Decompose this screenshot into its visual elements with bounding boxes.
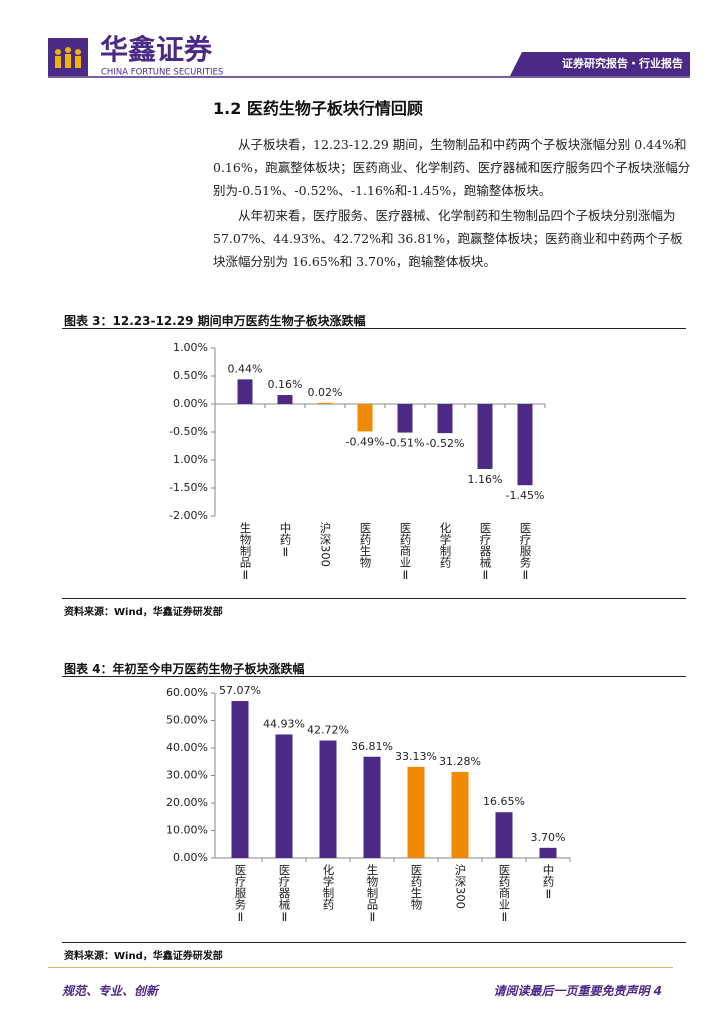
bar [539,847,557,858]
bar [319,740,337,858]
x-tick-label: 沪深300 [319,521,333,567]
section-title: 1.2 医药生物子板块行情回顾 [213,99,423,118]
company-name: 华鑫证券 [100,33,213,66]
y-tick-label: -2.00% [169,509,208,522]
bar [397,404,413,433]
x-tick-label: 生物制品Ⅱ [366,863,380,924]
report-type: 证券研究报告・行业报告 [562,56,683,70]
x-tick-label: 化学制药 [439,521,453,569]
value-label: 0.44% [228,362,263,375]
value-label: -1.45% [506,489,545,502]
value-label: 16.65% [483,795,525,808]
y-tick-label: 1.00% [173,341,208,354]
value-label: 42.72% [307,724,349,737]
y-tick-label: 10.00% [166,824,208,837]
bar [451,771,469,858]
x-tick-label: 沪深300 [454,863,468,909]
y-tick-label: -0.50% [169,425,208,438]
y-tick-label: 30.00% [166,769,208,782]
bar [231,701,249,858]
x-tick-label: 化学制药 [322,863,336,911]
y-tick-label: 0.50% [173,369,208,382]
footer-rule [48,967,673,968]
header: 华鑫证券 CHINA FORTUNE SECURITIES 证券研究报告・行业报… [48,33,690,78]
bar [275,734,293,858]
bar [407,766,425,858]
value-label: 1.16% [468,473,503,486]
value-label: -0.49% [346,435,385,448]
value-label: 31.28% [439,755,481,768]
bar [237,379,253,404]
value-label: 36.81% [351,740,393,753]
y-tick-label: 20.00% [166,796,208,809]
y-tick-label: -1.50% [169,481,208,494]
bar [495,812,513,858]
bar [517,404,533,486]
value-label: 44.93% [263,717,305,730]
rule [62,598,686,599]
rule [62,328,686,329]
footer-right: 请阅读最后一页重要免责声明 4 [493,984,662,998]
rule [62,942,686,943]
bar [363,756,381,858]
y-tick-label: 50.00% [166,714,208,727]
chart: 0.00% 10.00% 20.00% 30.00% 40.00% 50.00% 60.00… [166,684,571,924]
y-tick-label: 1.00% [173,453,208,466]
company-name-en: CHINA FORTUNE SECURITIES [101,68,223,78]
value-label: 33.13% [395,750,437,763]
value-label: 3.70% [531,831,566,844]
x-tick-label: 医药生物 [410,864,424,910]
source: 资料来源：Wind，华鑫证券研发部 [64,607,223,618]
bar [277,395,293,404]
y-tick-label: 0.00% [173,397,208,410]
x-tick-label: 中药Ⅱ [279,522,293,559]
x-tick-label: 医疗器械Ⅱ [278,864,292,924]
bar [317,402,333,404]
x-tick-label: 生物制品Ⅱ [239,521,253,582]
x-tick-label: 医药商业Ⅱ [399,522,413,582]
x-tick-label: 医药商业Ⅱ [498,864,512,924]
rule [62,676,686,677]
value-label: 0.16% [268,378,303,391]
source: 资料来源：Wind，华鑫证券研发部 [64,951,223,962]
paragraph: 从年初来看，医疗服务、医疗器械、化学制药和生物制品四个子板块分别涨幅为 57.0… [213,208,683,269]
x-tick-label: 中药Ⅱ [542,864,556,901]
bar [357,404,373,432]
x-tick-label: 医疗服务Ⅱ [234,864,248,924]
figure-title: 图表 3：12.23-12.29 期间申万医药生物子板块涨跌幅 [64,314,366,328]
x-tick-label: 医疗器械Ⅱ [479,522,493,582]
value-label: -0.51% [386,437,425,450]
x-tick-label: 医疗服务Ⅱ [519,522,533,582]
chart: 1.00% 0.50% 0.00% -0.50% 1.00% -1.50% -2.00% 0.… [169,341,546,582]
bar [477,404,493,469]
footer-left: 规范、专业、创新 [62,984,159,998]
value-label: 0.02% [308,386,343,399]
y-tick-label: 60.00% [166,686,208,699]
paragraph: 从子板块看，12.23-12.29 期间，生物制品和中药两个子板块涨幅分别 0.… [213,137,691,198]
y-tick-label: 40.00% [166,741,208,754]
y-tick-label: 0.00% [173,851,208,864]
value-label: 57.07% [219,684,261,697]
figure-title: 图表 4：年初至今申万医药生物子板块涨跌幅 [64,662,305,676]
bar [437,404,453,434]
x-tick-label: 医药生物 [359,522,373,568]
value-label: -0.52% [426,437,465,450]
